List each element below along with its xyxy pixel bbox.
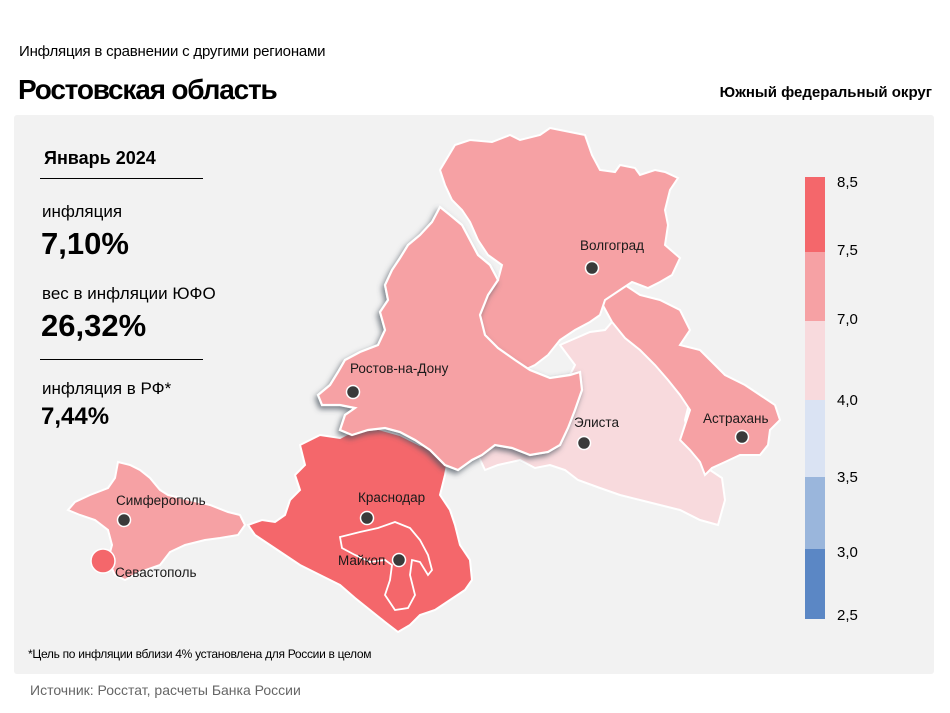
city-krasnodar[interactable]: Краснодар <box>358 490 425 526</box>
inflation-label: инфляция <box>42 202 123 221</box>
rf-inflation-value: 7,44% <box>41 403 110 430</box>
legend-bin <box>805 252 825 321</box>
subtitle: Инфляция в сравнении с другими регионами <box>19 43 326 60</box>
city-volgograd[interactable]: Волгоград <box>580 238 644 276</box>
city-marker <box>116 512 132 528</box>
page-title: Ростовская область <box>18 74 278 105</box>
region-astrakhan[interactable] <box>598 283 782 477</box>
city-label: Краснодар <box>358 490 425 505</box>
city-marker <box>734 429 750 445</box>
rf-inflation-label: инфляция в РФ* <box>42 379 172 398</box>
city-astrakhan[interactable]: Астрахань <box>703 411 769 445</box>
footnote: *Цель по инфляции вблизи 4% установлена … <box>28 647 372 661</box>
city-label: Майкоп <box>338 553 385 568</box>
legend-tick: 3,0 <box>837 544 858 561</box>
region-adygea[interactable] <box>338 521 433 611</box>
city-elista[interactable]: Элиста <box>574 415 619 451</box>
city-marker <box>345 384 361 400</box>
city-label: Симферополь <box>116 493 206 508</box>
city-label: Волгоград <box>580 238 644 253</box>
city-simferopol[interactable]: Симферополь <box>116 493 206 528</box>
city-rostov[interactable]: Ростов-на-Дону <box>345 361 449 400</box>
legend-bin <box>805 321 825 400</box>
region-rostov[interactable] <box>316 205 584 472</box>
legend-tick: 7,5 <box>837 242 858 259</box>
legend-bin <box>805 400 825 477</box>
legend-bin <box>805 177 825 252</box>
source-note: Источник: Росстат, расчеты Банка России <box>30 682 301 698</box>
weight-label: вес в инфляции ЮФО <box>42 284 216 303</box>
city-label: Ростов-на-Дону <box>350 361 449 376</box>
divider <box>40 178 203 179</box>
city-label: Элиста <box>574 415 619 430</box>
legend-tick: 8,5 <box>837 174 858 191</box>
city-label: Астрахань <box>703 411 769 426</box>
city-label: Севастополь <box>115 565 197 580</box>
city-sevastopol[interactable]: Севастополь <box>115 565 197 580</box>
legend-tick: 7,0 <box>837 311 858 328</box>
city-maykop[interactable]: Майкоп <box>338 552 407 568</box>
city-marker <box>584 260 600 276</box>
region-sevastopol[interactable] <box>90 548 116 574</box>
city-marker <box>359 510 375 526</box>
inflation-value: 7,10% <box>41 226 129 261</box>
legend-tick: 2,5 <box>837 607 858 624</box>
weight-value: 26,32% <box>41 308 147 343</box>
region-crimea[interactable] <box>66 460 247 582</box>
period-label: Январь 2024 <box>44 148 156 168</box>
legend-tick: 3,5 <box>837 469 858 486</box>
city-marker <box>391 552 407 568</box>
legend-tick: 4,0 <box>837 392 858 409</box>
legend-bin <box>805 477 825 549</box>
district-label: Южный федеральный округ <box>719 84 932 101</box>
region-volgograd[interactable] <box>438 126 682 374</box>
city-marker <box>576 435 592 451</box>
legend-bin <box>805 549 825 619</box>
divider <box>40 359 203 360</box>
